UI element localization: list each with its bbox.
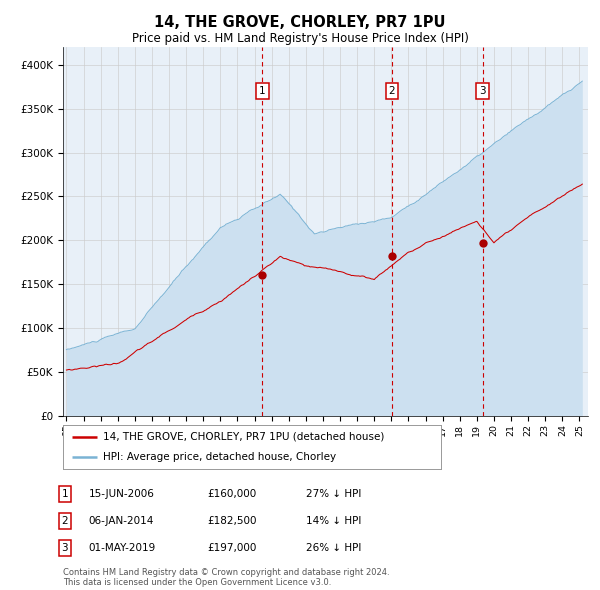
Text: 06-JAN-2014: 06-JAN-2014 <box>89 516 154 526</box>
Text: 1: 1 <box>259 86 266 96</box>
Text: £197,000: £197,000 <box>207 543 256 553</box>
Text: 2: 2 <box>61 516 68 526</box>
Text: HPI: Average price, detached house, Chorley: HPI: Average price, detached house, Chor… <box>103 452 336 462</box>
Text: 14, THE GROVE, CHORLEY, PR7 1PU: 14, THE GROVE, CHORLEY, PR7 1PU <box>154 15 446 30</box>
Text: £160,000: £160,000 <box>207 489 256 499</box>
Text: 14, THE GROVE, CHORLEY, PR7 1PU (detached house): 14, THE GROVE, CHORLEY, PR7 1PU (detache… <box>103 432 384 442</box>
Text: 01-MAY-2019: 01-MAY-2019 <box>89 543 156 553</box>
Text: £182,500: £182,500 <box>207 516 257 526</box>
Text: 27% ↓ HPI: 27% ↓ HPI <box>306 489 361 499</box>
Text: 2: 2 <box>389 86 395 96</box>
Text: 3: 3 <box>479 86 486 96</box>
Text: 26% ↓ HPI: 26% ↓ HPI <box>306 543 361 553</box>
Text: Contains HM Land Registry data © Crown copyright and database right 2024.
This d: Contains HM Land Registry data © Crown c… <box>63 568 389 587</box>
Text: Price paid vs. HM Land Registry's House Price Index (HPI): Price paid vs. HM Land Registry's House … <box>131 32 469 45</box>
Text: 14% ↓ HPI: 14% ↓ HPI <box>306 516 361 526</box>
Text: 15-JUN-2006: 15-JUN-2006 <box>89 489 155 499</box>
Text: 1: 1 <box>61 489 68 499</box>
Text: 3: 3 <box>61 543 68 553</box>
